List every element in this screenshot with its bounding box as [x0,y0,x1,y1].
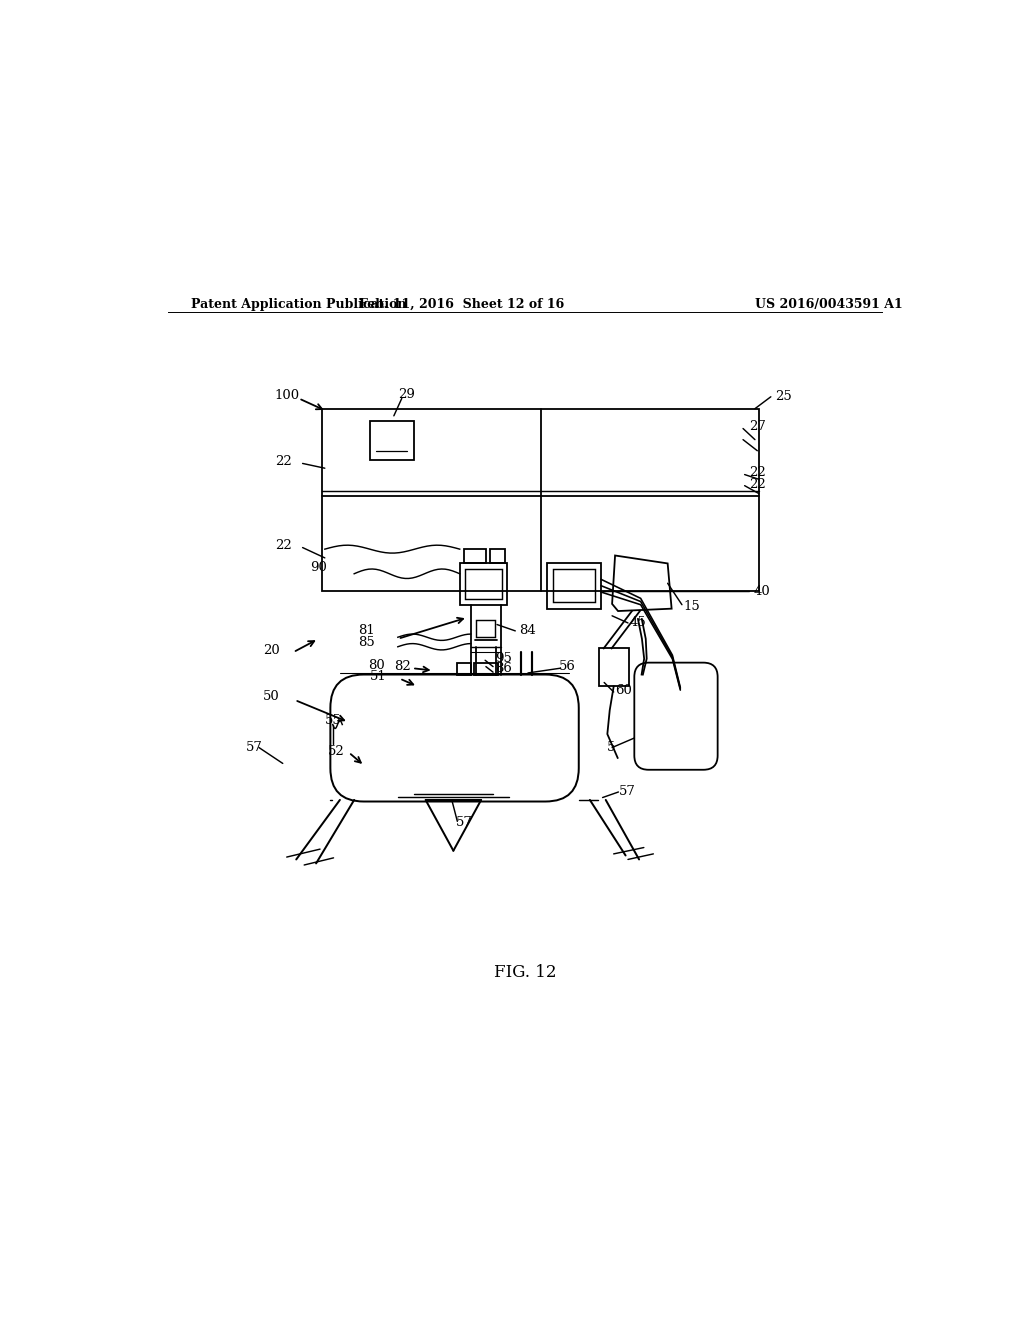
Text: US 2016/0043591 A1: US 2016/0043591 A1 [755,298,903,312]
Text: 22: 22 [750,478,766,491]
Text: 29: 29 [397,388,415,401]
Text: 27: 27 [750,420,766,433]
Text: 55: 55 [325,714,342,727]
Text: 57: 57 [246,741,262,754]
Text: 52: 52 [328,744,345,758]
Text: 82: 82 [394,660,411,673]
Text: 40: 40 [754,585,770,598]
Text: 20: 20 [263,644,280,657]
Text: 57: 57 [618,785,635,799]
Text: 22: 22 [274,540,292,553]
Text: 22: 22 [274,455,292,469]
Text: 51: 51 [370,669,387,682]
Text: 84: 84 [519,624,536,638]
Text: 57: 57 [456,817,473,829]
Text: 45: 45 [630,616,646,630]
Text: Patent Application Publication: Patent Application Publication [191,298,407,312]
Text: 56: 56 [559,660,575,673]
Text: 15: 15 [684,599,700,612]
Text: 25: 25 [775,391,792,404]
Text: 5: 5 [607,741,615,754]
Text: 95: 95 [495,652,512,665]
Text: FIG. 12: FIG. 12 [494,964,556,981]
Text: 85: 85 [358,636,375,649]
Text: Feb. 11, 2016  Sheet 12 of 16: Feb. 11, 2016 Sheet 12 of 16 [358,298,564,312]
Text: 80: 80 [368,659,384,672]
Text: 90: 90 [310,561,328,574]
Text: 50: 50 [263,690,280,704]
Text: 86: 86 [495,663,512,676]
Text: 60: 60 [615,684,632,697]
Text: 22: 22 [750,466,766,479]
Text: 100: 100 [274,388,300,401]
Text: 81: 81 [358,624,375,638]
